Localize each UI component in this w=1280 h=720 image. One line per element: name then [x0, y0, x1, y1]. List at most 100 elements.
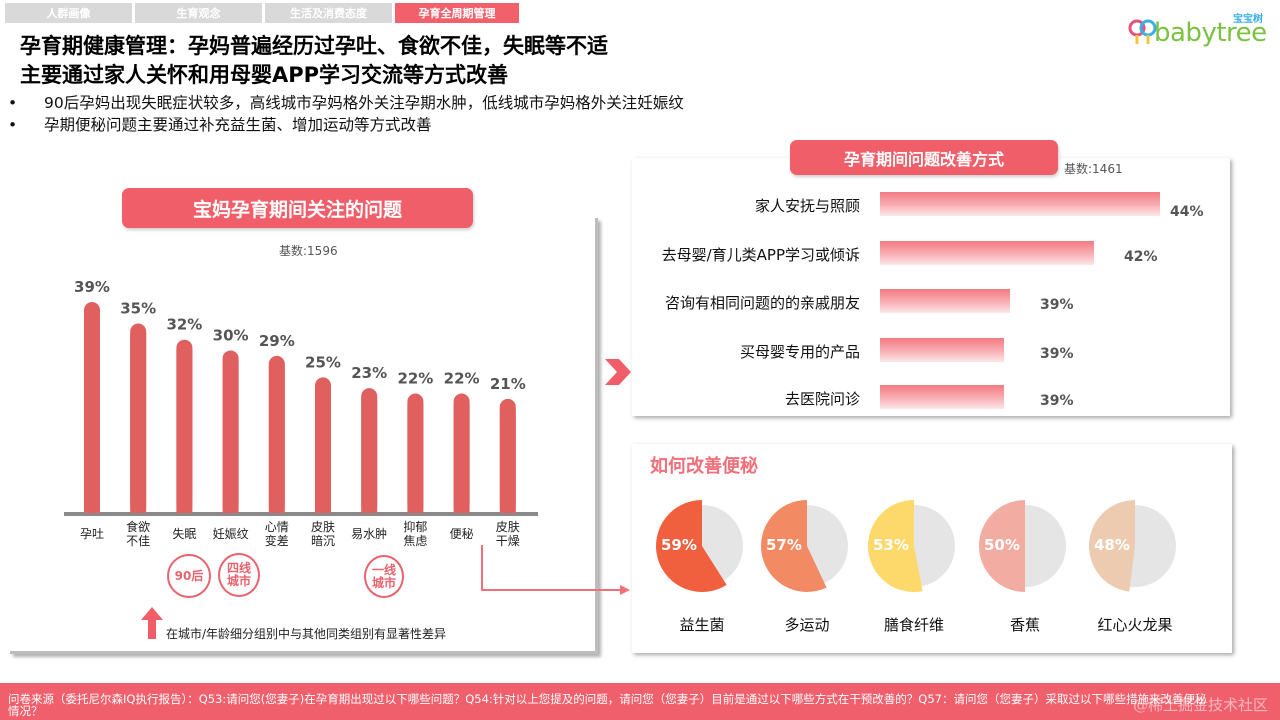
pie-slice: [761, 500, 827, 592]
stamp-text: 90后: [174, 568, 204, 583]
babytree-logo: babytree 宝宝树: [1128, 8, 1273, 48]
bar-value-label: 39%: [74, 278, 110, 296]
stamp-90s: 90后: [167, 554, 211, 598]
pie-slice: [979, 500, 1025, 592]
method-bar: [880, 338, 1004, 362]
stamp-tier1-city: 一线 城市: [364, 555, 404, 598]
category-label: 便秘: [449, 527, 474, 541]
key-findings-list: • 90后孕妈出现失眠症状较多，高线城市孕妈格外关注孕期水肿，低线城市孕妈格外关注…: [8, 92, 684, 136]
category-label: 妊娠纹: [212, 527, 249, 541]
headline-line-1: 孕育期健康管理：孕妈普遍经历过孕吐、食欲不佳，失眠等不适: [20, 34, 608, 58]
finding-text: 孕期便秘问题主要通过补充益生菌、增加运动等方式改善: [44, 116, 432, 134]
category-label: 孕吐: [79, 527, 104, 541]
stamp-text: 四线: [226, 561, 251, 575]
logo-balloons-icon: [1128, 19, 1157, 44]
headline-line-2: 主要通过家人关怀和用母婴APP学习交流等方式改善: [20, 63, 509, 87]
bar-body-2: [176, 349, 193, 513]
stamp-text: 城市: [226, 574, 251, 588]
section-tabs: 人群画像 生育观念 生活及消费态度 孕育全周期管理: [5, 3, 519, 23]
stamp-text: 一线: [371, 562, 396, 577]
pie-value: 48%: [1094, 536, 1130, 554]
method-value: 39%: [1040, 346, 1074, 362]
bar-value-label: 29%: [259, 332, 295, 350]
constipation-title: 如何改善便秘: [650, 456, 758, 477]
concerns-sample-base: 基数:1596: [279, 244, 338, 258]
bar-body-7: [407, 403, 424, 513]
page-headline: 孕育期健康管理：孕妈普遍经历过孕吐、食欲不佳，失眠等不适 主要通过家人关怀和用母…: [20, 32, 608, 90]
pie-value: 53%: [873, 536, 909, 554]
footer-line-2: 情况？: [8, 704, 43, 718]
bar-body-1: [130, 333, 147, 513]
method-value: 42%: [1124, 249, 1158, 265]
bar-body-9: [499, 408, 516, 513]
stamp-text: 城市: [371, 575, 396, 590]
tab-lifestyle-consumption[interactable]: 生活及消费态度: [265, 3, 392, 23]
category-label: 皮肤 干燥: [495, 520, 520, 548]
method-bar: [880, 385, 1004, 409]
method-value: 39%: [1040, 297, 1074, 313]
concerns-chart-panel: [10, 218, 598, 654]
panel-edge: [595, 218, 598, 654]
method-label: 去医院问诊: [784, 390, 860, 408]
finding-text: 90后孕妈出现失眠症状较多，高线城市孕妈格外关注孕期水肿，低线城市孕妈格外关注妊…: [44, 94, 684, 112]
method-label: 买母婴专用的产品: [739, 343, 860, 361]
significance-legend: 在城市/年龄细分组别中与其他同类组别有显著性差异: [166, 627, 447, 641]
bullet-icon: •: [8, 94, 18, 112]
bar-value-label: 21%: [490, 375, 526, 393]
stamp-tier4-city: 四线 城市: [218, 553, 260, 597]
watermark: @稀土掘金技术社区: [1132, 696, 1268, 714]
concerns-chart-title: 宝妈孕育期间关注的问题: [122, 188, 473, 228]
logo-cn-text: 宝宝树: [1233, 14, 1263, 25]
up-arrow-icon: [141, 607, 163, 639]
logo-text: babytree: [1154, 18, 1267, 48]
bar-body-6: [361, 398, 378, 513]
method-label: 去母婴/育儿类APP学习或倾诉: [661, 246, 860, 264]
bar-value-label: 32%: [166, 316, 202, 334]
pie-slice: [656, 500, 727, 592]
bullet-icon: •: [8, 116, 18, 134]
finding-item: • 90后孕妈出现失眠症状较多，高线城市孕妈格外关注孕期水肿，低线城市孕妈格外关注…: [8, 92, 684, 114]
category-label: 失眠: [172, 527, 197, 541]
method-value: 44%: [1170, 204, 1204, 220]
pie-slice: [868, 500, 923, 592]
pie-value: 50%: [984, 536, 1020, 554]
method-bar: [880, 289, 1010, 313]
bars-group: 39% 35% 32% 30% 29% 25% 23% 22% 22% 21%: [64, 278, 538, 516]
category-label: 皮肤 暗沉: [310, 520, 335, 548]
bar-value-label: 25%: [305, 353, 341, 371]
bar-body-3: [222, 360, 239, 513]
category-label: 抑郁 焦虑: [403, 520, 428, 548]
improvement-methods-title: 孕育期间问题改善方式: [790, 140, 1058, 175]
improvement-sample-base: 基数:1461: [1064, 162, 1123, 176]
footer-line-1: 问卷来源（委托尼尔森IQ执行报告）：Q53:请问您(您妻子)在孕育期出现过以下哪…: [8, 692, 1207, 706]
pie-category-label: 香蕉: [1009, 616, 1040, 634]
method-value: 39%: [1040, 393, 1074, 409]
pie-category-label: 膳食纤维: [883, 616, 944, 634]
pie-category-label: 益生菌: [679, 616, 725, 634]
bar-value-label: 35%: [120, 300, 156, 318]
pie-value: 57%: [766, 536, 802, 554]
bar-value-label: 23%: [351, 364, 387, 382]
category-label: 易水肿: [351, 527, 388, 541]
pie-category-label: 多运动: [784, 616, 830, 634]
bar-value-label: 22%: [397, 370, 433, 388]
tab-population-portrait[interactable]: 人群画像: [5, 3, 132, 23]
tab-full-cycle-management[interactable]: 孕育全周期管理: [395, 3, 519, 23]
chevron-right-icon: [605, 359, 631, 385]
method-label: 家人安抚与照顾: [754, 197, 860, 215]
tab-birth-views[interactable]: 生育观念: [135, 3, 262, 23]
pie-value: 59%: [661, 536, 697, 554]
method-bar: [880, 241, 1094, 265]
bar-value-label: 30%: [213, 326, 249, 344]
pie-category-label: 红心火龙果: [1097, 616, 1173, 634]
source-footer: 问卷来源（委托尼尔森IQ执行报告）：Q53:请问您(您妻子)在孕育期出现过以下哪…: [0, 683, 1280, 720]
bar-value-label: 22%: [444, 370, 480, 388]
bar-body-5: [315, 387, 331, 513]
method-bar: [880, 192, 1160, 216]
finding-item: • 孕期便秘问题主要通过补充益生菌、增加运动等方式改善: [8, 114, 684, 136]
category-label: 心情 变差: [264, 520, 289, 548]
x-axis-line: [64, 512, 538, 516]
panel-edge: [10, 651, 598, 654]
category-label: 食欲 不佳: [126, 520, 151, 548]
